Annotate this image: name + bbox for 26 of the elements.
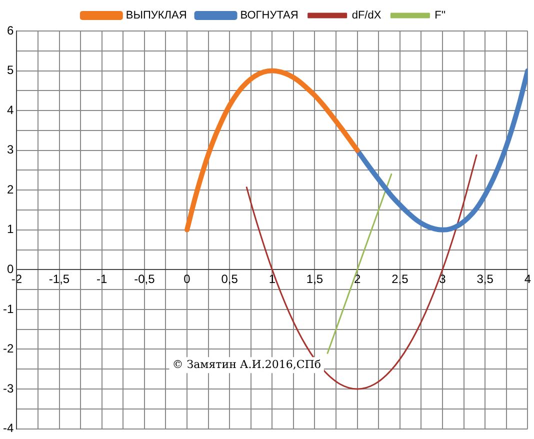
y-tick-label: 6 [6,23,14,38]
x-tick-label: 1,5 [306,272,324,286]
x-tick-label: -1,5 [48,272,70,286]
x-tick-label: 0 [184,272,191,286]
legend-label: ВОГНУТАЯ [240,10,298,22]
x-tick-label: 1 [268,272,276,286]
y-tick-label: 1 [6,222,14,236]
y-tick-label: -2 [3,342,14,356]
x-tick-label: 2,5 [392,272,409,286]
x-tick-label: 4 [524,272,532,286]
x-tick-label: 0,5 [221,272,238,286]
legend-label: ВЫПУКЛАЯ [126,10,187,22]
x-tick-label: 3,5 [476,272,494,286]
annotation: © Замятин А.И.2016,СПб [172,358,322,372]
legend-label: F'' [434,10,446,22]
y-tick-label: 4 [6,102,14,117]
y-tick-label: 3 [6,142,14,157]
y-tick-label: -1 [3,302,14,316]
y-tick-label: 2 [6,182,14,196]
x-tick-label: -1 [96,272,108,286]
y-tick-label: 0 [6,262,14,276]
y-tick-label: 5 [6,63,14,78]
y-tick-label: -4 [3,421,14,436]
y-tick-label: -3 [3,381,14,396]
x-tick-label: -0,5 [134,272,156,286]
legend-label: dF/dX [352,10,382,22]
